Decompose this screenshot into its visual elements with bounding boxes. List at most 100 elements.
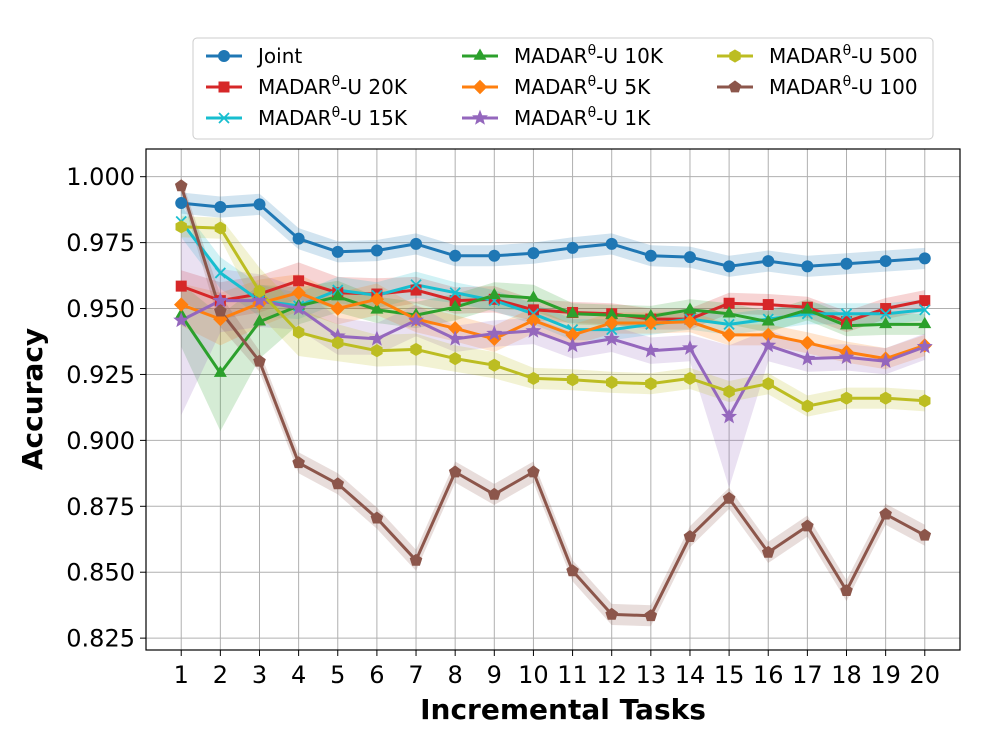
data-point-3-9: [487, 287, 501, 300]
y-axis-title: Accuracy: [16, 328, 49, 470]
data-point-5-17: [799, 350, 816, 366]
data-point-0-17: [801, 260, 814, 273]
data-point-6-16: [762, 377, 774, 391]
x-tick-label: 11: [557, 661, 588, 689]
data-point-5-4: [290, 300, 307, 316]
x-tick-label: 2: [213, 661, 228, 689]
data-point-6-6: [371, 344, 383, 358]
data-point-0-9: [488, 249, 501, 262]
legend-marker: [729, 49, 741, 63]
data-point-6-1: [175, 220, 187, 234]
x-tick-label: 16: [753, 661, 784, 689]
legend-item-7: MADARθ-U 100: [717, 74, 918, 99]
data-point-0-8: [449, 249, 462, 262]
series-line-0: [181, 201, 925, 268]
confidence-band-1: [181, 262, 925, 333]
confidence-band-3: [181, 280, 925, 432]
legend-label: MADARθ-U 100: [769, 74, 918, 99]
data-point-6-7: [410, 342, 422, 356]
series-line-7: [179, 185, 926, 618]
data-point-5-6: [368, 330, 385, 346]
data-point-5-11: [564, 337, 581, 353]
data-point-7-8: [448, 465, 462, 478]
legend-label: MADARθ-U 5K: [514, 74, 651, 99]
data-point-7-19: [879, 507, 892, 520]
data-point-7-15: [722, 491, 736, 504]
data-point-3-5: [331, 289, 345, 301]
plot-frame: [145, 148, 961, 651]
data-point-3-11: [566, 306, 580, 318]
data-point-6-12: [606, 375, 618, 389]
data-point-7-3: [253, 354, 266, 367]
legend-label: MADARθ-U 10K: [514, 43, 664, 68]
legend-label: MADARθ-U 20K: [258, 74, 408, 99]
data-point-5-8: [447, 330, 464, 346]
x-axis-title: Incremental Tasks: [420, 693, 706, 726]
legend-label: MADARθ-U 15K: [258, 105, 408, 130]
data-point-6-19: [879, 391, 892, 405]
data-point-7-11: [566, 564, 579, 577]
data-point-1-19: [880, 303, 892, 315]
data-point-6-10: [527, 371, 540, 385]
x-tick-label: 6: [369, 661, 384, 689]
data-point-1-4: [293, 275, 305, 287]
data-point-7-18: [840, 584, 853, 597]
data-point-7-6: [370, 511, 384, 524]
legend-item-6: MADARθ-U 500: [717, 43, 918, 68]
data-point-7-7: [409, 553, 423, 566]
data-point-4-17: [800, 335, 815, 351]
data-point-5-12: [603, 330, 620, 346]
data-point-2-18: [840, 308, 853, 320]
data-point-3-3: [252, 314, 266, 326]
data-point-0-1: [175, 197, 188, 210]
data-point-7-13: [644, 609, 658, 622]
data-point-0-14: [683, 251, 696, 264]
data-point-7-9: [488, 487, 501, 500]
data-point-4-13: [643, 315, 659, 331]
y-tick-label: 0.850: [66, 559, 135, 587]
data-point-6-5: [332, 336, 344, 350]
data-point-6-17: [801, 399, 814, 413]
legend-marker: [473, 48, 487, 60]
data-point-7-4: [292, 456, 305, 469]
data-point-5-3: [251, 292, 268, 308]
data-point-4-1: [174, 297, 189, 312]
legend-item-0: Joint: [206, 44, 302, 68]
x-tick-label: 20: [910, 661, 941, 689]
x-tick-label: 1: [174, 661, 189, 689]
axis-ticks: 1 2 3 4 5 6 7 8 9 10 11 12 13 14 15 16 17 18 19 200.8250.85…: [66, 163, 940, 689]
data-point-5-2: [212, 292, 229, 308]
data-point-6-8: [449, 352, 461, 366]
data-point-6-2: [214, 221, 227, 235]
data-point-7-1: [174, 179, 188, 192]
data-point-3-19: [879, 316, 893, 329]
data-point-6-14: [684, 371, 696, 385]
legend-marker: [472, 109, 488, 125]
data-point-6-9: [488, 358, 500, 372]
x-tick-label: 8: [448, 661, 463, 689]
data-point-2-2: [214, 267, 226, 279]
data-point-0-7: [410, 237, 423, 250]
x-tick-label: 4: [291, 661, 306, 689]
legend-label: MADARθ-U 1K: [514, 105, 651, 130]
data-point-0-10: [527, 247, 540, 260]
data-point-6-11: [566, 373, 579, 387]
data-point-2-7: [410, 279, 422, 291]
data-point-3-14: [683, 302, 697, 314]
series-line-4: [180, 291, 926, 361]
data-point-7-20: [918, 528, 932, 541]
legend-item-5: MADARθ-U 1K: [462, 105, 651, 130]
x-tick-label: 12: [596, 661, 627, 689]
data-point-3-20: [918, 316, 932, 329]
data-point-6-15: [723, 385, 735, 399]
data-point-7-5: [331, 477, 345, 490]
data-point-3-16: [761, 314, 775, 326]
x-tick-label: 14: [675, 661, 706, 689]
data-point-4-6: [369, 292, 385, 307]
data-point-4-5: [330, 301, 345, 316]
data-point-3-18: [840, 318, 854, 330]
legend-item-4: MADARθ-U 5K: [462, 74, 651, 99]
data-point-5-1: [173, 312, 190, 328]
legend-box: [192, 37, 934, 140]
